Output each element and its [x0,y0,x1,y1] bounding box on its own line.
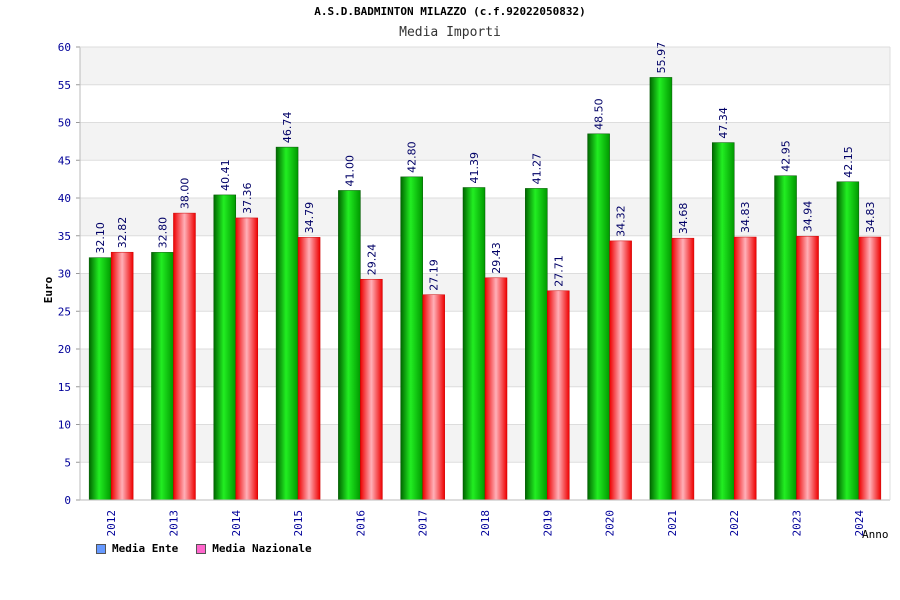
legend-label-nazionale: Media Nazionale [212,542,312,555]
x-tick-label: 2022 [728,510,741,537]
value-label-nazionale-2023: 34.94 [802,201,815,233]
bar-nazionale-2020 [609,240,632,501]
x-tick-label: 2015 [292,510,305,537]
value-label-nazionale-2019: 27.71 [552,255,565,287]
x-tick-label: 2014 [230,510,243,537]
y-tick-label: 20 [58,343,71,356]
bar-nazionale-2018 [484,277,508,501]
bar-ente-2012 [88,257,112,501]
y-tick-label: 45 [58,154,71,167]
bar-nazionale-2021 [671,237,695,501]
y-tick-label: 50 [58,117,71,130]
legend-swatch-nazionale [196,543,207,554]
y-tick-label: 15 [58,381,71,394]
x-tick-label: 2013 [167,510,180,537]
chart-subtitle: Media Importi [399,25,501,40]
value-label-ente-2018: 41.39 [468,152,481,184]
bar-ente-2020 [587,133,610,501]
value-label-nazionale-2018: 29.43 [490,242,503,274]
value-label-ente-2020: 48.50 [593,98,606,130]
value-label-ente-2017: 42.80 [406,141,419,173]
y-tick-label: 0 [64,494,71,507]
value-label-ente-2016: 41.00 [343,155,356,187]
chart-title: A.S.D.BADMINTON MILAZZO (c.f.92022050832… [314,5,586,18]
legend-label-ente: Media Ente [112,542,179,555]
bar-ente-2017 [400,176,423,501]
y-tick-labels: 0 5 10 15 20 25 30 35 40 45 50 55 60 [58,41,71,507]
bars [88,77,882,501]
value-label-nazionale-2024: 34.83 [864,202,877,234]
y-tick-label: 55 [58,79,71,92]
bar-nazionale-2012 [110,251,134,501]
value-label-ente-2013: 32.80 [156,217,169,249]
value-label-ente-2024: 42.15 [842,146,855,178]
bar-nazionale-2015 [297,237,321,501]
bar-ente-2024 [836,181,860,501]
value-label-nazionale-2012: 32.82 [116,217,129,248]
bar-ente-2015 [275,146,299,501]
x-tick-label: 2017 [417,510,430,537]
x-tick-label: 2024 [853,510,866,537]
value-label-ente-2021: 55.97 [655,42,668,74]
axes [76,46,891,501]
y-tick-label: 35 [58,230,71,243]
value-label-nazionale-2014: 37.36 [241,182,254,214]
grid-band [80,47,890,85]
value-label-nazionale-2022: 34.83 [739,202,752,234]
x-tick-label: 2020 [604,510,617,537]
bar-ente-2021 [649,77,673,501]
x-axis-label: Anno [862,528,889,541]
value-label-nazionale-2013: 38.00 [178,178,191,210]
y-axis-label: Euro [42,276,55,303]
x-tick-label: 2012 [105,510,118,537]
y-tick-label: 5 [64,456,71,469]
bar-ente-2013 [151,252,174,501]
y-tick-label: 40 [58,192,71,205]
value-label-ente-2015: 46.74 [281,112,294,144]
value-label-ente-2019: 41.27 [530,153,543,185]
grid-band [80,122,890,161]
value-label-nazionale-2015: 34.79 [303,202,316,234]
y-tick-label: 30 [58,268,71,281]
value-label-nazionale-2016: 29.24 [365,244,378,276]
x-tick-label: 2019 [541,510,554,537]
bar-nazionale-2024 [858,236,882,501]
value-label-ente-2012: 32.10 [94,222,107,253]
value-label-ente-2014: 40.41 [219,159,232,191]
bar-ente-2019 [525,188,548,501]
bar-nazionale-2023 [796,235,819,501]
bar-nazionale-2013 [173,212,196,501]
bar-ente-2016 [338,190,361,501]
bar-ente-2014 [213,194,237,501]
x-tick-labels: 2012 2013 2014 2015 2016 2017 2018 2019 2020 2021… [105,510,866,537]
legend-item-ente: Media Ente [96,542,178,555]
x-tick-label: 2023 [791,510,804,537]
legend-swatch-ente [96,543,106,554]
x-tick-label: 2021 [666,510,679,537]
bar-nazionale-2022 [733,236,757,501]
value-label-nazionale-2017: 27.19 [428,259,441,291]
bar-nazionale-2014 [235,217,259,501]
bar-ente-2018 [462,187,486,501]
value-label-nazionale-2020: 34.32 [615,205,628,237]
y-tick-label: 10 [58,419,71,432]
value-labels: 32.10 32.82 32.80 38.00 40.41 37.36 46.74 34.79… [94,42,877,291]
value-label-ente-2023: 42.95 [780,140,793,172]
x-tick-label: 2018 [479,510,492,537]
legend: Media Ente Media Nazionale [96,542,312,555]
grid-band [80,84,890,123]
legend-item-nazionale: Media Nazionale [196,542,312,555]
x-tick-label: 2016 [354,510,367,537]
bar-ente-2023 [774,175,797,501]
value-label-nazionale-2021: 34.68 [677,203,690,235]
y-tick-label: 60 [58,41,71,54]
bar-nazionale-2017 [422,294,445,501]
bar-nazionale-2016 [360,278,383,501]
bar-ente-2022 [711,142,735,501]
bar-nazionale-2019 [547,290,570,501]
value-label-ente-2022: 47.34 [717,107,730,139]
y-tick-label: 25 [58,305,71,318]
